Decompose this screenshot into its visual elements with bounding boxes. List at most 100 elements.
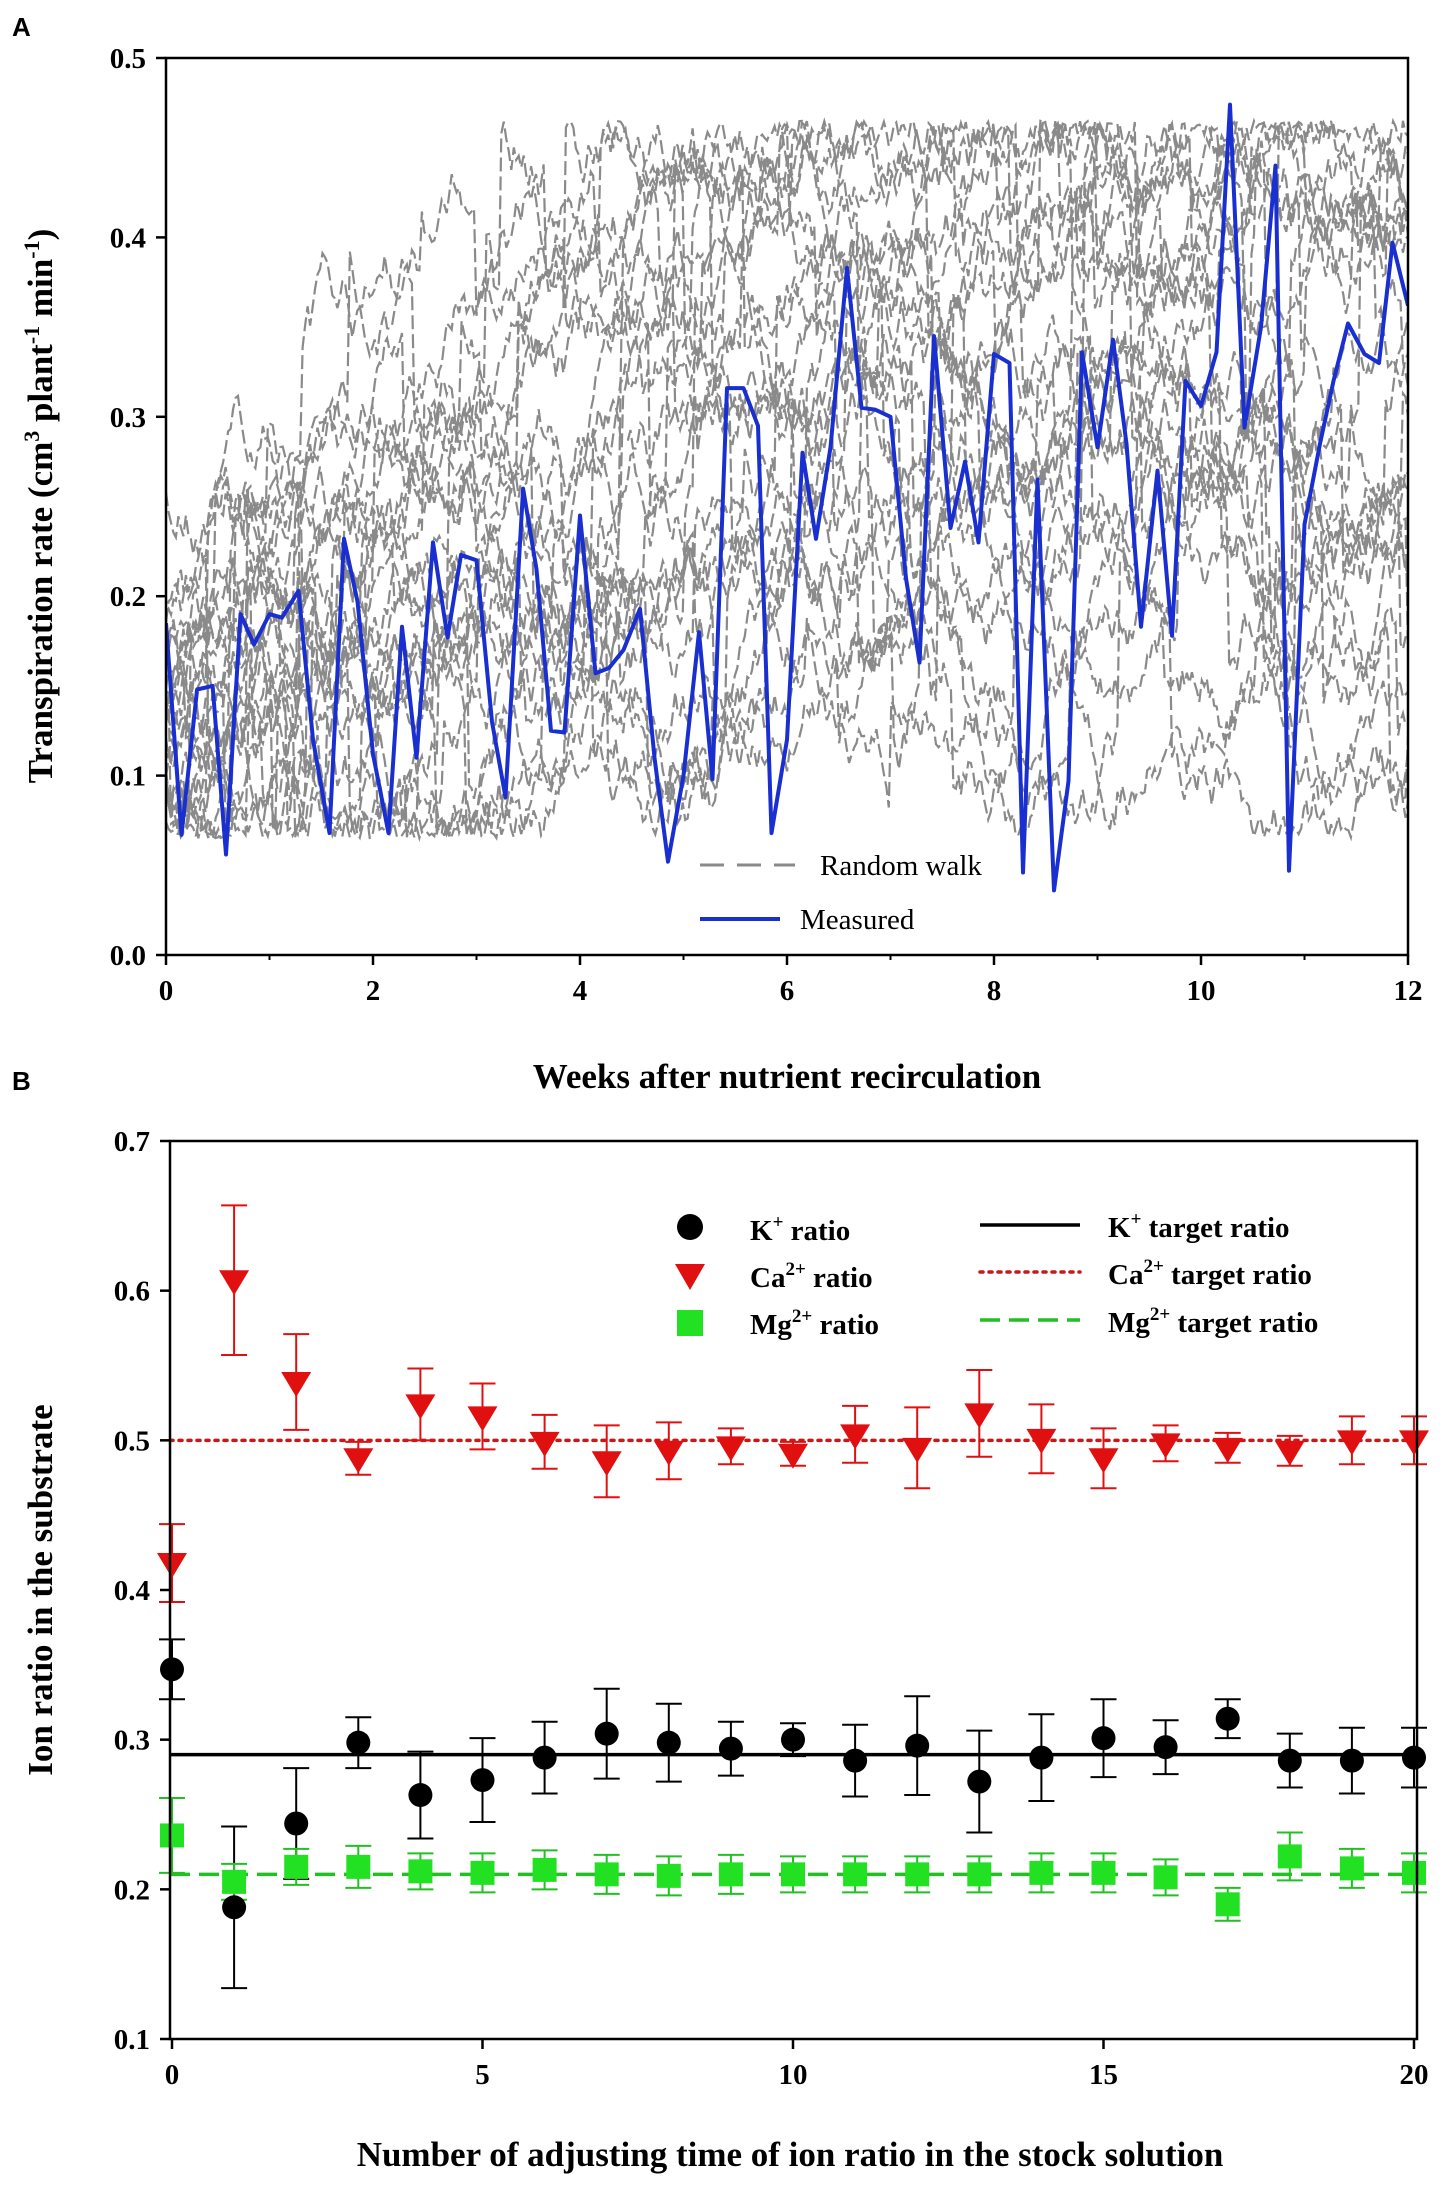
random-walk-line [166,140,1408,726]
mg-ratio-point [470,1860,495,1885]
ca-ratio-point [1274,1440,1305,1466]
legend-ca-target-label: Ca2+ target ratio [1108,1256,1312,1291]
x-tick-label-a: 8 [987,975,1002,1007]
random-walk-line [166,140,1408,735]
target-ratio-lines [168,1438,1419,1877]
ca-ratio-point [1088,1448,1119,1474]
panel-a-label: A [12,12,31,42]
mg-ratio-point [1215,1892,1240,1917]
mg-ratio-point [718,1862,743,1887]
random-walk-line [166,121,1408,733]
mg-ratio-point [967,1862,992,1887]
ca-ratio-point [653,1440,684,1466]
ca-ratio-point [1336,1430,1367,1456]
ca-ratio-point [467,1406,498,1432]
k-ratio-point [967,1769,992,1794]
ca-ratio-point [281,1371,312,1397]
x-tick-label-a: 4 [573,975,588,1007]
ca-ratio-point [157,1553,187,1579]
legend-mg-ratio-marker [677,1310,703,1336]
mg-ratio-point [160,1823,184,1848]
mg-ratio-point [1153,1865,1178,1890]
k-ratio-point [1277,1748,1302,1773]
mg-ratio-point [656,1863,681,1888]
k-ratio-point [781,1727,805,1752]
panel-b-label: B [12,1066,31,1096]
x-tick-label-a: 0 [159,975,174,1007]
k-ratio-point [1153,1735,1178,1760]
x-tick-label-b: 15 [1089,2059,1118,2091]
y-tick-label-a: 0.1 [110,761,146,793]
legend-ca-ratio-marker [675,1264,705,1290]
k-ratio-point [470,1768,495,1793]
ca-ratio-point [1150,1433,1181,1459]
ca-ratio-point [529,1431,560,1457]
y-tick-label-a: 0.3 [110,402,146,434]
x-tick-label-b: 20 [1400,2059,1429,2091]
panel-a: A 0.0 0.1 0.2 0.3 0.4 0.5 0 2 4 6 8 10 12 Random wa… [12,12,1423,1096]
ca-ratio-point [840,1424,871,1450]
y-tick-label-b: 0.1 [114,2024,150,2056]
x-tick-label-a: 6 [780,975,795,1007]
k-ratio-point [284,1811,309,1836]
mg-ratio-point [222,1869,247,1894]
k-ratio-point [346,1730,371,1755]
y-tick-label-b: 0.3 [114,1725,150,1757]
y-axis-a-title: Transpiration rate (cm3 plant-1 min-1) [19,229,60,784]
random-walk-line [166,121,1408,840]
ca-ratio-point [1399,1430,1429,1456]
k-ratio-point [408,1783,433,1808]
mg-ratio-point [532,1857,557,1882]
mg-ratio-point [1339,1856,1364,1881]
x-axis-a: 0 2 4 6 8 10 12 [159,955,1423,1007]
ca-ratio-point [964,1403,995,1429]
mg-ratio-point [1029,1860,1054,1885]
legend-k-target-label: K+ target ratio [1108,1209,1290,1244]
k-ratio-point [594,1721,619,1746]
k-ratio-point [1339,1748,1364,1773]
y-tick-label-b: 0.2 [114,1874,150,1906]
k-ratio-point [843,1748,868,1773]
mg-ratio-point [905,1862,930,1887]
legend-a: Random walk Measured [700,850,982,936]
ca-ratio-point [591,1451,622,1477]
y-axis-b-title: Ion ratio in the substrate [21,1404,60,1775]
mg-ratio-point [1091,1860,1116,1885]
ca-ratio-point [219,1270,250,1296]
legend-k-ratio-label: K+ ratio [750,1212,850,1247]
random-walk-line [166,117,1408,841]
mg-ratio-point [843,1862,868,1887]
random-walk-line [166,295,1408,790]
x-axis-a-title: Weeks after nutrient recirculation [533,1057,1041,1096]
random-walk-line [166,117,1408,716]
mg-ratio-point [1277,1844,1302,1869]
mg-ratio-point [284,1854,309,1879]
k-ratio-point [718,1736,743,1761]
legend-mg-target-label: Mg2+ target ratio [1108,1304,1318,1339]
ca-ratio-point [778,1443,808,1469]
ca-ratio-point [343,1448,374,1474]
random-walk-line [166,317,1408,839]
legend-measured-label: Measured [800,904,915,936]
random-walk-line [166,482,1408,839]
k-ratio-point [532,1745,557,1770]
k-ratio-point [1029,1745,1054,1770]
legend-random-walk-label: Random walk [820,850,982,882]
measured-series [166,102,1408,893]
ca-ratio-point [1026,1428,1057,1454]
y-tick-label-b: 0.6 [114,1276,150,1308]
random-walk-line [166,160,1408,841]
x-tick-label-a: 2 [366,975,381,1007]
measured-line [166,102,1408,893]
y-tick-label-a: 0.0 [110,940,146,972]
k-ratio-point [1091,1726,1116,1751]
mg-ratio-point [346,1854,371,1879]
k-ratio-point [160,1657,184,1682]
k-ratio-point [656,1730,681,1755]
random-walk-line [166,164,1408,819]
mg-ratio-point [781,1862,805,1887]
random-walk-line [166,123,1408,841]
x-tick-label-a: 10 [1187,975,1216,1007]
legend-mg-ratio-label: Mg2+ ratio [750,1306,879,1341]
